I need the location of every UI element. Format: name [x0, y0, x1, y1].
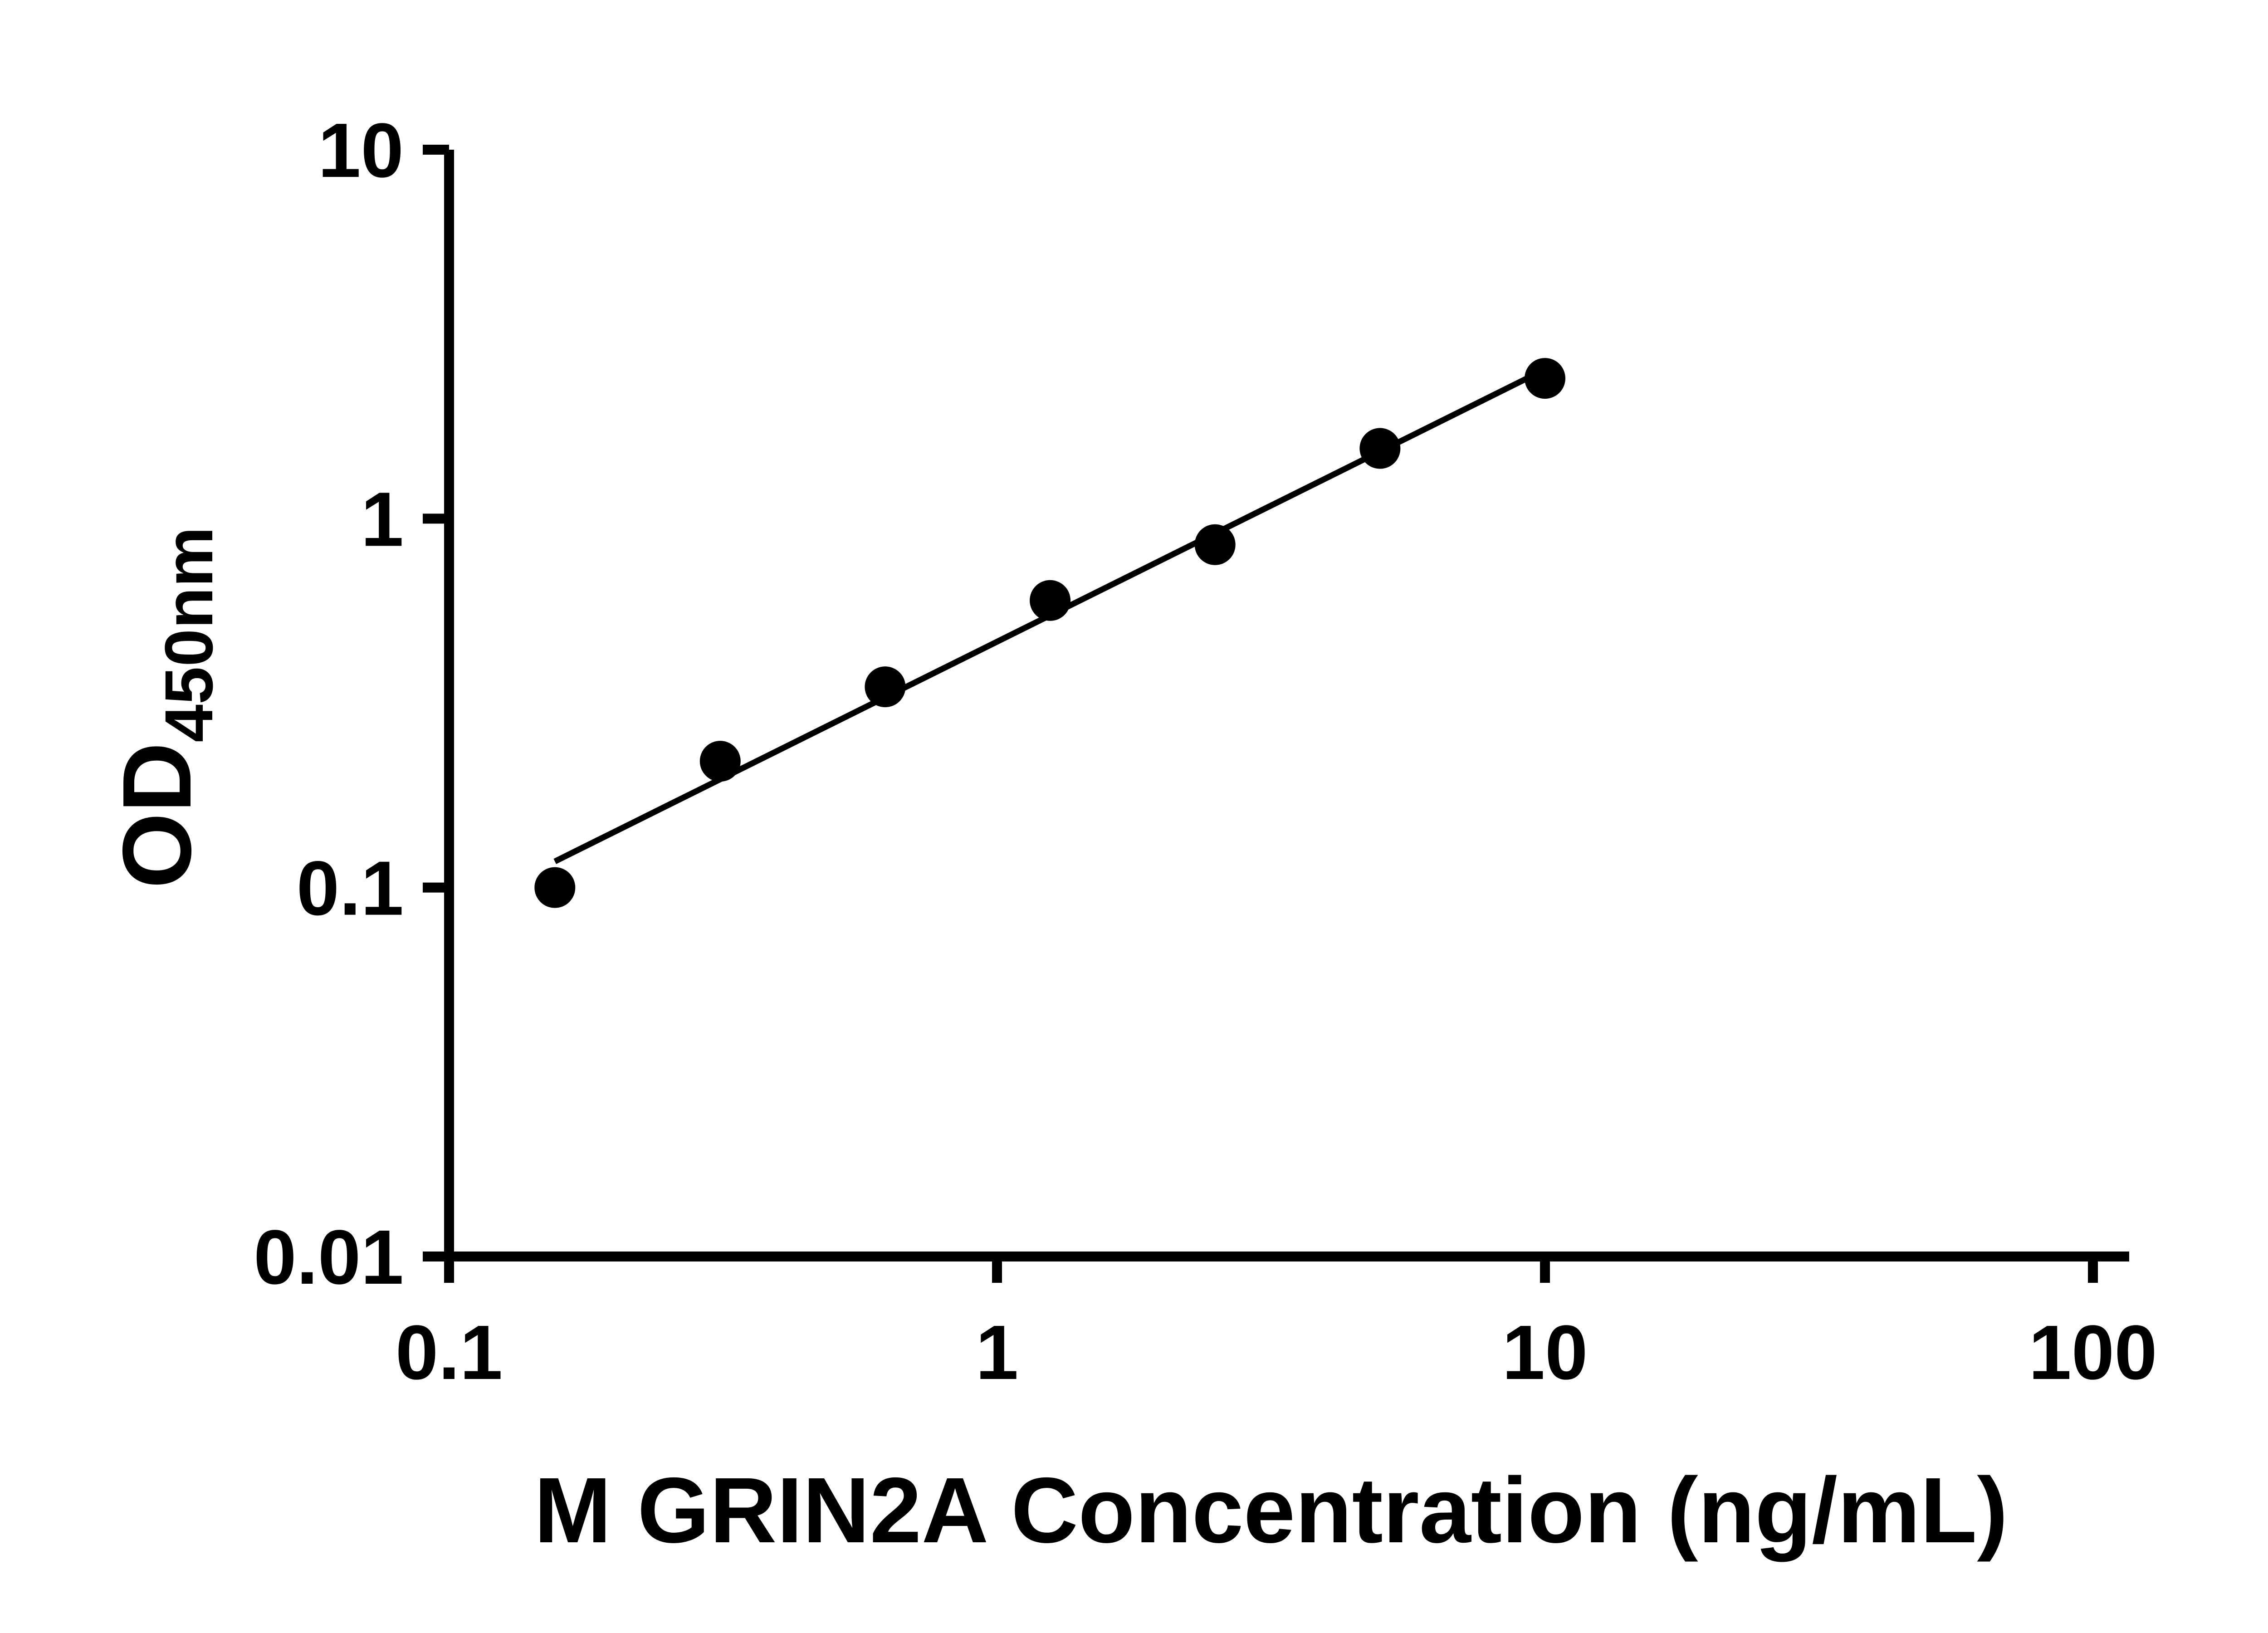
x-axis-title: M GRIN2A Concentration (ng/mL) [534, 1458, 2008, 1562]
y-axis-title-subscript: 450nm [151, 527, 227, 742]
x-tick-label: 10 [1502, 1310, 1588, 1396]
y-axis-title-main: OD [102, 742, 211, 889]
data-point [1359, 428, 1401, 469]
data-point [1194, 524, 1236, 565]
y-tick-label: 0.01 [254, 1214, 404, 1301]
data-point [1525, 358, 1565, 399]
x-tick-label: 0.1 [396, 1310, 503, 1396]
y-tick-label: 0.1 [297, 846, 404, 932]
data-points-layer [534, 358, 1565, 908]
y-tick-label: 10 [318, 108, 404, 194]
data-point [534, 867, 576, 908]
tick-marks-layer [423, 145, 2098, 1283]
data-point [699, 741, 741, 782]
y-axis-title: OD450nm [102, 527, 227, 889]
data-point [865, 666, 906, 708]
y-tick-label: 1 [361, 476, 404, 562]
data-point [1030, 580, 1071, 621]
axes-layer [444, 150, 2129, 1261]
tick-labels-layer: 0.1 1 10 100 0.01 0.1 1 10 [254, 108, 2157, 1396]
x-tick-label: 100 [2028, 1310, 2157, 1396]
x-tick-label: 1 [976, 1310, 1019, 1396]
